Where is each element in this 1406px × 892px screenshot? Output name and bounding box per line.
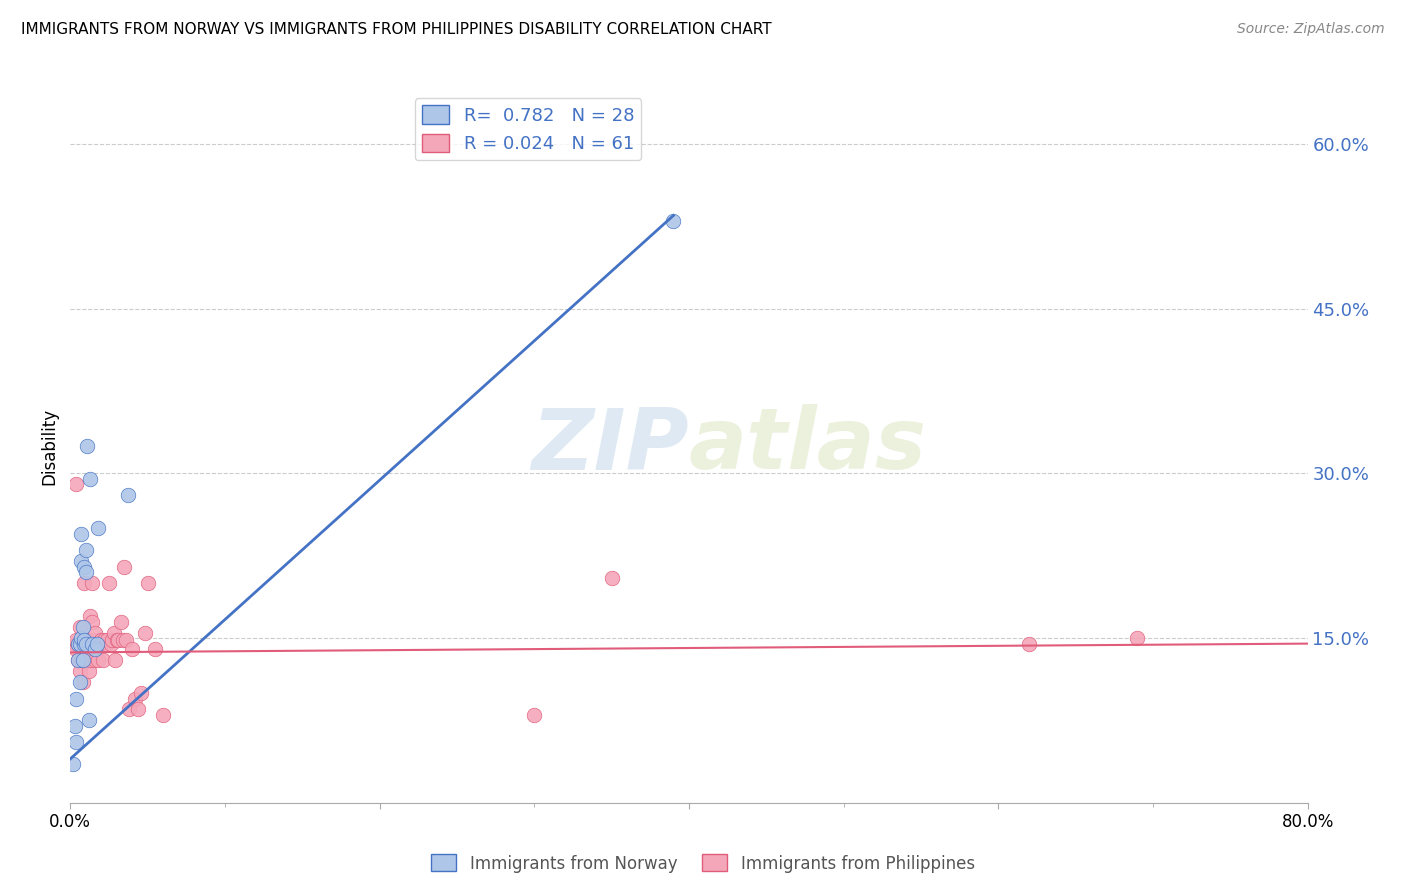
Point xyxy=(70,637,93,651)
Point xyxy=(67,653,90,667)
Point xyxy=(65,691,87,706)
Point xyxy=(73,637,96,651)
Point xyxy=(662,214,685,228)
Point xyxy=(98,576,121,591)
Point xyxy=(86,637,108,651)
Point xyxy=(62,757,84,772)
Point xyxy=(72,653,94,667)
Point xyxy=(96,633,118,648)
Point xyxy=(124,691,146,706)
Point xyxy=(127,702,149,716)
Point xyxy=(100,637,122,651)
Point xyxy=(69,675,91,690)
Point xyxy=(104,653,127,667)
Point xyxy=(91,653,114,667)
Point xyxy=(73,576,96,591)
Text: ZIP: ZIP xyxy=(531,404,689,488)
Point xyxy=(131,686,153,700)
Point xyxy=(73,559,96,574)
Point xyxy=(73,637,96,651)
Point xyxy=(600,571,623,585)
Point xyxy=(80,615,103,629)
Point xyxy=(70,653,93,667)
Point xyxy=(103,625,125,640)
Point xyxy=(117,488,139,502)
Point xyxy=(86,637,108,651)
Point xyxy=(118,702,141,716)
Point xyxy=(63,637,86,651)
Point xyxy=(75,633,97,648)
Point xyxy=(145,642,167,657)
Point xyxy=(84,653,107,667)
Point xyxy=(75,642,97,657)
Point xyxy=(89,637,111,651)
Point xyxy=(523,708,546,723)
Text: Source: ZipAtlas.com: Source: ZipAtlas.com xyxy=(1237,22,1385,37)
Point xyxy=(75,543,97,558)
Point xyxy=(75,637,97,651)
Point xyxy=(65,735,87,749)
Point xyxy=(152,708,174,723)
Point xyxy=(67,637,90,651)
Point xyxy=(134,625,156,640)
Point xyxy=(121,642,143,657)
Point xyxy=(72,620,94,634)
Point xyxy=(84,642,107,657)
Point xyxy=(82,633,105,648)
Point xyxy=(80,576,103,591)
Point xyxy=(63,719,86,733)
Point xyxy=(136,576,159,591)
Point xyxy=(77,637,100,651)
Point xyxy=(90,633,112,648)
Legend: R=  0.782   N = 28, R = 0.024   N = 61: R= 0.782 N = 28, R = 0.024 N = 61 xyxy=(415,98,641,161)
Point xyxy=(67,653,90,667)
Point xyxy=(70,554,93,568)
Point xyxy=(87,653,110,667)
Point xyxy=(107,633,129,648)
Point xyxy=(94,637,117,651)
Point xyxy=(70,631,93,645)
Point xyxy=(93,633,115,648)
Point xyxy=(70,526,93,541)
Point xyxy=(75,566,97,580)
Point xyxy=(1018,637,1040,651)
Y-axis label: Disability: Disability xyxy=(41,408,59,484)
Point xyxy=(105,633,128,648)
Point xyxy=(111,633,134,648)
Point xyxy=(69,637,91,651)
Point xyxy=(77,664,100,678)
Point xyxy=(69,637,91,651)
Point xyxy=(73,633,96,648)
Point xyxy=(110,615,132,629)
Point xyxy=(76,439,98,453)
Point xyxy=(69,664,91,678)
Point xyxy=(73,653,96,667)
Point xyxy=(79,472,101,486)
Point xyxy=(87,521,110,535)
Text: atlas: atlas xyxy=(689,404,927,488)
Point xyxy=(114,559,136,574)
Point xyxy=(79,653,101,667)
Point xyxy=(80,637,103,651)
Point xyxy=(76,637,98,651)
Point xyxy=(67,637,90,651)
Point xyxy=(79,609,101,624)
Point xyxy=(65,633,87,648)
Point xyxy=(65,642,87,657)
Point xyxy=(69,620,91,634)
Point xyxy=(72,675,94,690)
Point xyxy=(72,653,94,667)
Point xyxy=(65,477,87,491)
Point xyxy=(101,633,124,648)
Point xyxy=(1126,631,1149,645)
Point xyxy=(84,625,107,640)
Point xyxy=(76,653,98,667)
Point xyxy=(77,714,100,728)
Point xyxy=(115,633,138,648)
Legend: Immigrants from Norway, Immigrants from Philippines: Immigrants from Norway, Immigrants from … xyxy=(425,847,981,880)
Text: IMMIGRANTS FROM NORWAY VS IMMIGRANTS FROM PHILIPPINES DISABILITY CORRELATION CHA: IMMIGRANTS FROM NORWAY VS IMMIGRANTS FRO… xyxy=(21,22,772,37)
